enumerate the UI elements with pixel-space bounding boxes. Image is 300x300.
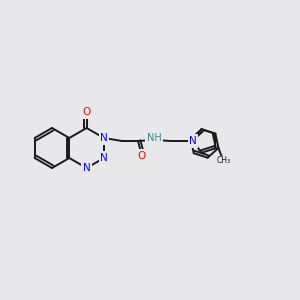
Text: N: N bbox=[83, 163, 91, 173]
Text: N: N bbox=[100, 153, 108, 163]
Text: O: O bbox=[82, 107, 91, 117]
Text: N: N bbox=[100, 133, 108, 143]
Text: O: O bbox=[138, 151, 146, 161]
Text: NH: NH bbox=[147, 133, 161, 143]
Text: N: N bbox=[189, 136, 197, 146]
Text: CH₃: CH₃ bbox=[216, 157, 230, 166]
